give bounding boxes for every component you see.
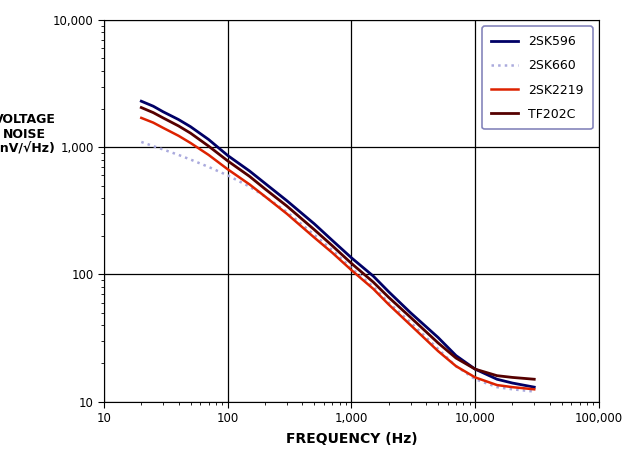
2SK596: [205, 137, 212, 142]
2SK596: [471, 366, 479, 372]
2SK596: [160, 109, 167, 114]
2SK2219: [385, 302, 392, 307]
2SK2219: [530, 386, 538, 392]
2SK660: [385, 300, 392, 306]
2SK596: [434, 335, 441, 340]
Line: 2SK2219: 2SK2219: [141, 118, 534, 389]
2SK660: [261, 194, 269, 199]
TF202C: [160, 115, 167, 121]
2SK2219: [471, 375, 479, 380]
TF202C: [369, 279, 377, 285]
TF202C: [493, 373, 501, 378]
Line: 2SK660: 2SK660: [141, 142, 534, 391]
2SK660: [205, 164, 212, 170]
TF202C: [149, 110, 157, 115]
2SK596: [261, 181, 269, 186]
TF202C: [406, 314, 414, 320]
2SK660: [187, 157, 195, 162]
2SK596: [530, 384, 538, 390]
2SK596: [406, 310, 414, 315]
TF202C: [187, 130, 195, 136]
2SK660: [246, 184, 253, 189]
TF202C: [261, 186, 269, 192]
2SK660: [471, 377, 479, 382]
2SK596: [137, 99, 145, 104]
2SK2219: [261, 194, 269, 199]
TF202C: [530, 377, 538, 382]
2SK2219: [187, 140, 195, 146]
2SK660: [530, 389, 538, 394]
Line: 2SK596: 2SK596: [141, 101, 534, 387]
2SK596: [348, 255, 355, 260]
2SK2219: [160, 125, 167, 130]
2SK660: [508, 386, 516, 392]
2SK596: [369, 273, 377, 279]
2SK660: [160, 147, 167, 152]
2SK596: [508, 380, 516, 386]
2SK660: [434, 346, 441, 352]
2SK596: [246, 168, 253, 174]
2SK2219: [137, 115, 145, 121]
TF202C: [205, 143, 212, 149]
TF202C: [434, 340, 441, 346]
TF202C: [348, 260, 355, 266]
2SK2219: [224, 166, 232, 172]
2SK2219: [311, 235, 318, 240]
Line: TF202C: TF202C: [141, 107, 534, 379]
2SK660: [369, 284, 377, 290]
2SK2219: [434, 348, 441, 354]
TF202C: [385, 295, 392, 300]
2SK2219: [493, 382, 501, 388]
2SK660: [493, 384, 501, 390]
2SK2219: [329, 250, 336, 255]
2SK2219: [369, 286, 377, 292]
2SK660: [406, 319, 414, 325]
2SK660: [224, 173, 232, 178]
2SK2219: [508, 384, 516, 390]
2SK2219: [452, 363, 460, 369]
2SK596: [149, 103, 157, 109]
2SK596: [493, 377, 501, 382]
2SK596: [385, 289, 392, 295]
TF202C: [137, 105, 145, 110]
2SK660: [283, 209, 291, 215]
TF202C: [471, 366, 479, 372]
2SK2219: [175, 133, 182, 139]
2SK2219: [246, 182, 253, 187]
2SK596: [283, 198, 291, 203]
Y-axis label: VOLTAGE
NOISE
(nV/√Hz): VOLTAGE NOISE (nV/√Hz): [0, 113, 56, 156]
2SK660: [329, 248, 336, 253]
2SK660: [149, 143, 157, 149]
TF202C: [224, 158, 232, 164]
2SK660: [137, 139, 145, 145]
2SK2219: [149, 120, 157, 125]
2SK2219: [283, 211, 291, 217]
TF202C: [508, 375, 516, 380]
TF202C: [452, 355, 460, 361]
Legend: 2SK596, 2SK660, 2SK2219, TF202C: 2SK596, 2SK660, 2SK2219, TF202C: [482, 26, 593, 130]
TF202C: [246, 174, 253, 179]
X-axis label: FREQUENCY (Hz): FREQUENCY (Hz): [286, 432, 417, 446]
2SK596: [311, 221, 318, 226]
2SK660: [175, 152, 182, 158]
TF202C: [311, 227, 318, 232]
2SK596: [175, 117, 182, 122]
2SK596: [187, 124, 195, 130]
TF202C: [175, 123, 182, 129]
2SK596: [329, 238, 336, 243]
TF202C: [329, 243, 336, 248]
2SK2219: [406, 322, 414, 328]
2SK2219: [205, 152, 212, 158]
2SK660: [348, 266, 355, 271]
2SK2219: [348, 267, 355, 273]
2SK596: [452, 353, 460, 358]
TF202C: [283, 203, 291, 209]
2SK660: [311, 232, 318, 237]
2SK596: [224, 153, 232, 158]
2SK660: [452, 363, 460, 369]
